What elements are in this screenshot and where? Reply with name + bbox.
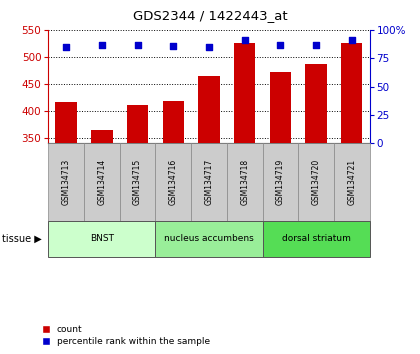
Text: GSM134716: GSM134716	[169, 159, 178, 205]
Text: GSM134721: GSM134721	[347, 159, 356, 205]
Bar	[191, 143, 227, 221]
Bar	[227, 143, 262, 221]
Text: GSM134718: GSM134718	[240, 159, 249, 205]
Text: GDS2344 / 1422443_at: GDS2344 / 1422443_at	[133, 9, 287, 22]
Text: BNST: BNST	[90, 234, 114, 244]
Point	[170, 43, 177, 49]
Point	[277, 42, 284, 48]
Bar	[298, 143, 334, 221]
Bar	[341, 43, 362, 143]
Text: GSM134713: GSM134713	[62, 159, 71, 205]
Text: GSM134715: GSM134715	[133, 159, 142, 205]
Point	[98, 42, 105, 48]
Text: GSM134717: GSM134717	[205, 159, 213, 205]
Bar	[262, 221, 370, 257]
Point	[206, 44, 212, 50]
Bar	[198, 76, 220, 143]
Bar	[234, 43, 255, 143]
Bar	[262, 143, 298, 221]
Bar	[91, 130, 113, 143]
Point	[241, 38, 248, 43]
Bar	[334, 143, 370, 221]
Bar	[48, 221, 155, 257]
Bar	[48, 143, 84, 221]
Text: tissue ▶: tissue ▶	[2, 234, 42, 244]
Bar	[120, 143, 155, 221]
Bar	[127, 104, 148, 143]
Text: GSM134714: GSM134714	[97, 159, 106, 205]
Bar	[55, 102, 77, 143]
Bar	[305, 63, 327, 143]
Bar	[155, 221, 262, 257]
Legend: count, percentile rank within the sample: count, percentile rank within the sample	[42, 325, 210, 346]
Point	[134, 42, 141, 48]
Text: GSM134720: GSM134720	[312, 159, 320, 205]
Bar	[155, 143, 191, 221]
Text: GSM134719: GSM134719	[276, 159, 285, 205]
Bar	[270, 72, 291, 143]
Text: nucleus accumbens: nucleus accumbens	[164, 234, 254, 244]
Text: dorsal striatum: dorsal striatum	[282, 234, 350, 244]
Point	[312, 42, 319, 48]
Bar	[84, 143, 120, 221]
Point	[63, 44, 70, 50]
Point	[349, 38, 355, 43]
Bar	[163, 101, 184, 143]
